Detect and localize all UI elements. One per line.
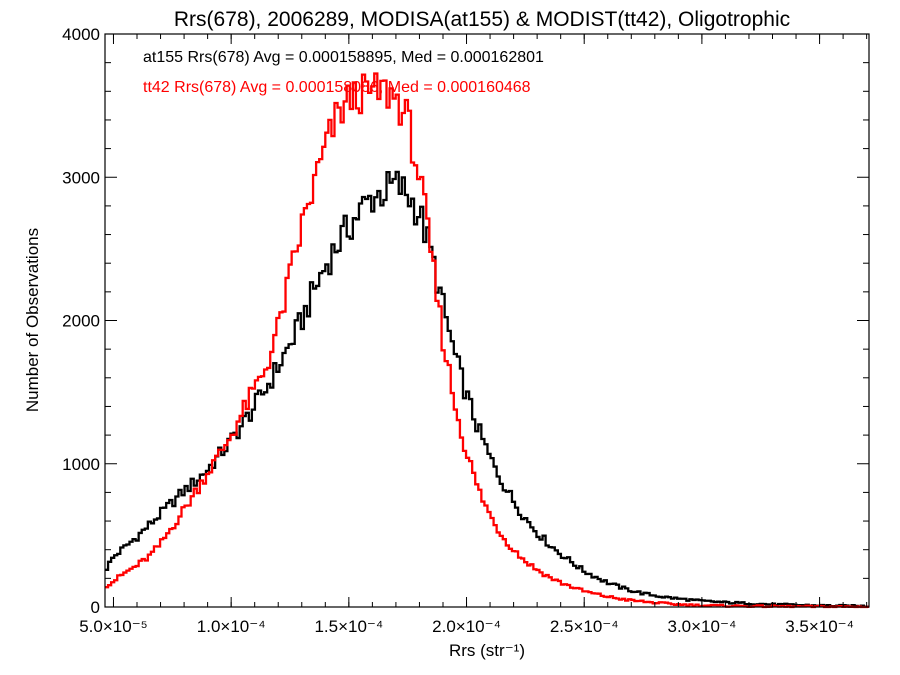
x-tick-label: 2.5×10⁻⁴ (550, 617, 619, 636)
x-tick-label: 3.0×10⁻⁴ (668, 617, 737, 636)
x-tick-label: 1.5×10⁻⁴ (314, 617, 383, 636)
chart-title: Rrs(678), 2006289, MODISA(at155) & MODIS… (174, 8, 790, 31)
x-tick-label: 1.0×10⁻⁴ (197, 617, 266, 636)
y-tick-label: 0 (91, 598, 100, 617)
series-at155-line (105, 170, 869, 608)
series-tt42-line (105, 72, 869, 609)
x-tick-label: 5.0×10⁻⁵ (79, 617, 148, 636)
y-tick-label: 2000 (62, 312, 100, 331)
series-layer (105, 72, 869, 609)
y-tick-label: 4000 (62, 25, 100, 44)
legend-entry-at155: at155 Rrs(678) Avg = 0.000158895, Med = … (143, 49, 544, 66)
legend-entry-tt42: tt42 Rrs(678) Avg = 0.000158086, Med = 0… (143, 79, 531, 96)
x-axis: 5.0×10⁻⁵ 1.0×10⁻⁴ 1.5×10⁻⁴ 2.0×10⁻⁴ 2.5×10⁻⁴… (79, 34, 868, 636)
y-axis: 0 1000 2000 3000 4000 (62, 25, 869, 617)
x-axis-label: Rrs (str⁻¹) (449, 641, 525, 660)
y-axis-label: Number of Observations (23, 228, 42, 412)
x-tick-label: 2.0×10⁻⁴ (432, 617, 501, 636)
y-tick-label: 1000 (62, 455, 100, 474)
x-tick-label: 3.5×10⁻⁴ (785, 617, 854, 636)
y-tick-label: 3000 (62, 168, 100, 187)
